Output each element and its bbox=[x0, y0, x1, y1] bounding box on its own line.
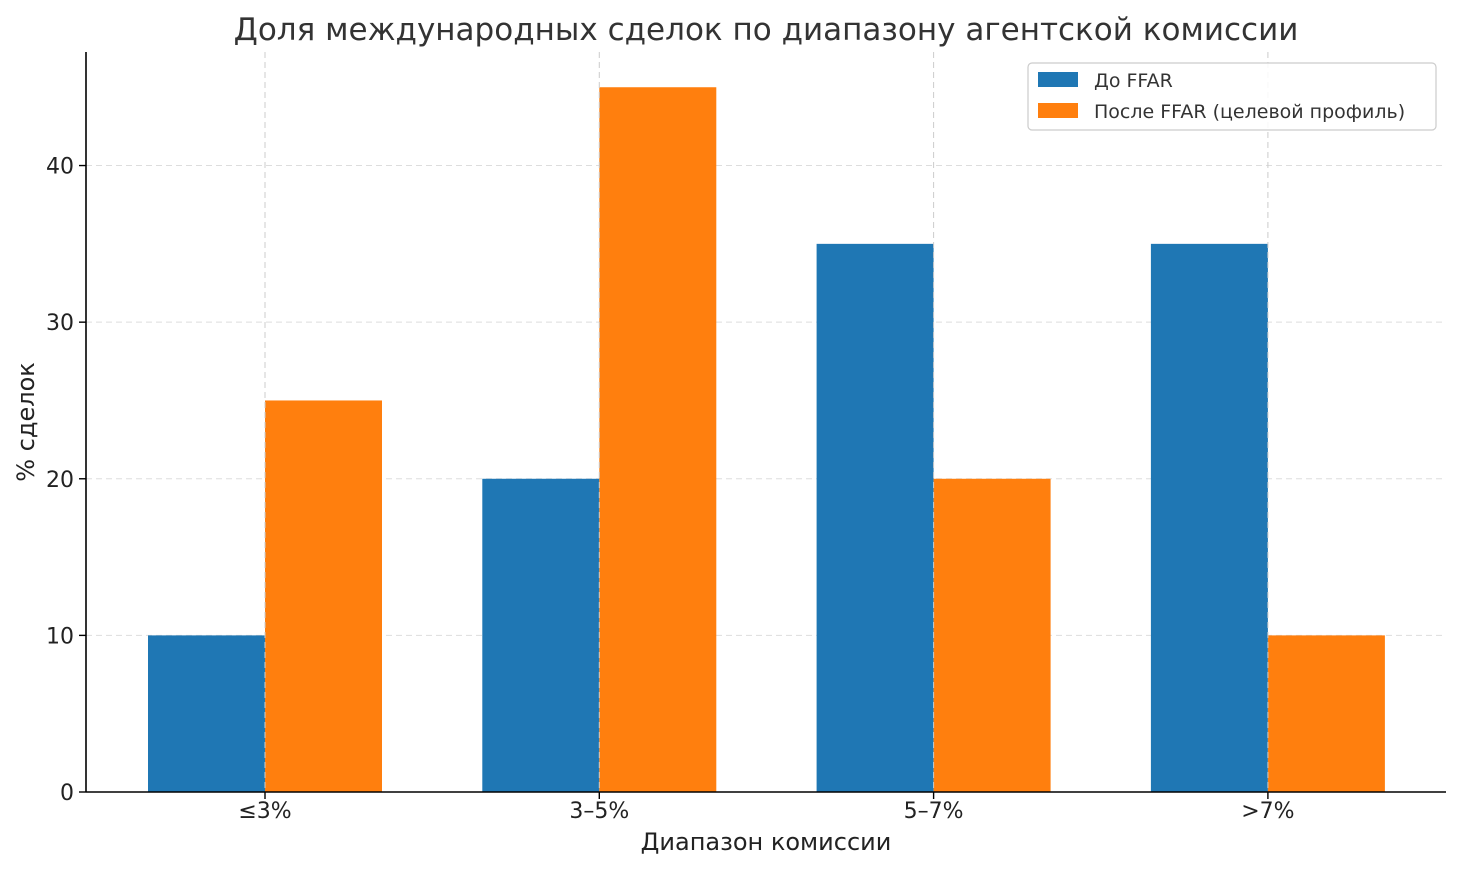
y-tick-label: 40 bbox=[46, 155, 74, 180]
legend: До FFAR После FFAR (целевой профиль) bbox=[1027, 62, 1437, 131]
y-tick-label: 30 bbox=[46, 311, 74, 336]
x-tick-label: ≤3% bbox=[238, 799, 291, 824]
x-grid-lines bbox=[264, 52, 1269, 792]
x-axis-label: Диапазон комиссии bbox=[641, 828, 892, 856]
y-tick-label: 20 bbox=[46, 468, 74, 493]
chart-title: Доля международных сделок по диапазону а… bbox=[234, 12, 1299, 48]
legend-label-after: После FFAR (целевой профиль) bbox=[1094, 101, 1405, 123]
y-axis-label: % сделок bbox=[12, 362, 40, 482]
x-ticks: ≤3% 3–5% 5–7% >7% bbox=[238, 792, 1295, 824]
y-ticks: 0 10 20 30 40 bbox=[46, 155, 86, 806]
y-tick-label: 10 bbox=[46, 624, 74, 649]
legend-swatch-after bbox=[1038, 103, 1078, 118]
bar-series-1-category-1 bbox=[599, 87, 717, 792]
bar-series-1-category-3 bbox=[1267, 635, 1385, 792]
bar-series-0-category-3 bbox=[1150, 243, 1268, 792]
bar-series-0-category-2 bbox=[816, 243, 934, 792]
bar-series-0-category-1 bbox=[482, 478, 600, 792]
legend-swatch-before bbox=[1038, 72, 1078, 87]
bar-series-1-category-0 bbox=[265, 400, 382, 792]
bar-series-0-category-0 bbox=[148, 635, 265, 792]
y-tick-label: 0 bbox=[60, 781, 74, 806]
x-tick-label: 5–7% bbox=[904, 799, 964, 824]
bar-series-1-category-2 bbox=[933, 478, 1051, 792]
x-tick-label: >7% bbox=[1241, 799, 1294, 824]
x-tick-label: 3–5% bbox=[569, 799, 629, 824]
bars bbox=[148, 87, 1385, 792]
legend-frame bbox=[1027, 62, 1437, 131]
legend-label-before: До FFAR bbox=[1094, 70, 1173, 92]
